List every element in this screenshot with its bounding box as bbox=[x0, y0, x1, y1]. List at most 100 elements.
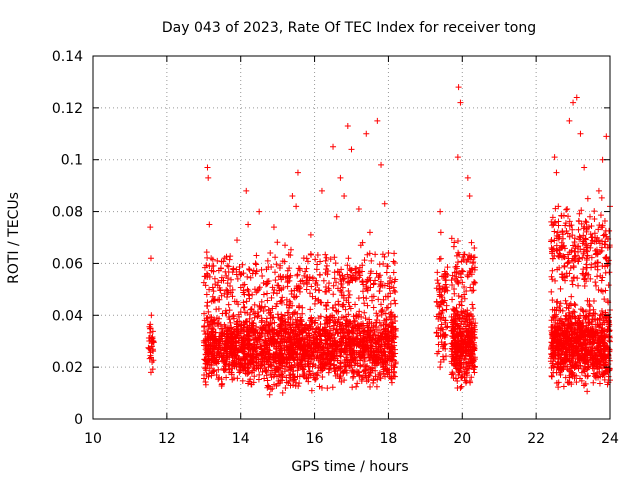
data-point bbox=[470, 305, 477, 312]
data-point bbox=[290, 309, 297, 316]
data-point bbox=[203, 249, 210, 256]
data-point bbox=[455, 84, 462, 91]
data-point bbox=[227, 253, 234, 260]
data-point bbox=[596, 380, 603, 387]
data-point bbox=[385, 250, 392, 257]
data-point bbox=[219, 310, 226, 317]
data-point bbox=[240, 299, 247, 306]
data-point bbox=[585, 372, 592, 379]
data-point bbox=[470, 287, 477, 294]
x-tick-label: 24 bbox=[601, 431, 619, 447]
y-tick-label: 0.1 bbox=[61, 153, 83, 169]
data-point bbox=[296, 265, 303, 272]
data-point bbox=[345, 255, 352, 262]
data-point bbox=[437, 364, 444, 371]
data-point bbox=[282, 384, 289, 391]
data-point bbox=[571, 301, 578, 308]
data-point bbox=[471, 369, 478, 376]
data-point bbox=[204, 164, 211, 171]
data-point bbox=[346, 291, 353, 298]
x-tick-label: 16 bbox=[306, 431, 324, 447]
data-point bbox=[210, 288, 217, 295]
data-point bbox=[310, 374, 317, 381]
data-point bbox=[464, 174, 471, 181]
data-point bbox=[602, 254, 609, 261]
data-point bbox=[437, 229, 444, 236]
data-point bbox=[575, 282, 582, 289]
data-point bbox=[146, 323, 153, 330]
data-point bbox=[387, 300, 394, 307]
data-point bbox=[148, 312, 155, 319]
data-point bbox=[146, 355, 153, 362]
data-point bbox=[287, 272, 294, 279]
data-point bbox=[581, 164, 588, 171]
data-point bbox=[267, 250, 274, 257]
data-point bbox=[444, 264, 451, 271]
data-point bbox=[367, 383, 374, 390]
data-point bbox=[391, 260, 398, 267]
data-point bbox=[308, 387, 315, 394]
data-point bbox=[323, 254, 330, 261]
data-point bbox=[469, 301, 476, 308]
data-point bbox=[448, 277, 455, 284]
data-point bbox=[449, 370, 456, 377]
data-point bbox=[287, 252, 294, 259]
data-point bbox=[318, 187, 325, 194]
x-tick-label: 18 bbox=[380, 431, 398, 447]
data-point bbox=[378, 161, 385, 168]
data-point bbox=[229, 293, 236, 300]
data-point bbox=[568, 293, 575, 300]
data-point bbox=[548, 288, 555, 295]
data-point bbox=[262, 367, 269, 374]
data-point bbox=[147, 224, 154, 231]
data-point bbox=[598, 277, 605, 284]
x-tick-label: 20 bbox=[453, 431, 471, 447]
data-point bbox=[243, 298, 250, 305]
data-point bbox=[450, 243, 457, 250]
data-point bbox=[261, 375, 268, 382]
y-tick-label: 0.06 bbox=[52, 256, 83, 272]
data-point bbox=[320, 277, 327, 284]
data-point bbox=[317, 271, 324, 278]
data-point bbox=[581, 282, 588, 289]
data-point bbox=[557, 285, 564, 292]
data-point bbox=[574, 275, 581, 282]
data-point bbox=[349, 374, 356, 381]
data-point bbox=[311, 300, 318, 307]
data-point bbox=[324, 385, 331, 392]
data-point bbox=[226, 256, 233, 263]
data-point bbox=[330, 291, 337, 298]
data-point bbox=[390, 269, 397, 276]
data-point bbox=[331, 269, 338, 276]
data-point bbox=[362, 315, 369, 322]
data-point bbox=[226, 307, 233, 314]
data-point bbox=[383, 269, 390, 276]
data-point bbox=[214, 257, 221, 264]
data-point bbox=[591, 208, 598, 215]
data-point bbox=[308, 251, 315, 258]
data-point bbox=[560, 383, 567, 390]
data-point bbox=[603, 133, 610, 140]
data-point bbox=[573, 94, 580, 101]
data-point bbox=[274, 239, 281, 246]
data-point bbox=[355, 295, 362, 302]
data-point bbox=[356, 269, 363, 276]
data-point bbox=[555, 218, 562, 225]
data-point bbox=[575, 226, 582, 233]
data-point bbox=[273, 261, 280, 268]
data-point bbox=[391, 297, 398, 304]
data-point bbox=[392, 288, 399, 295]
data-point bbox=[339, 302, 346, 309]
data-point bbox=[437, 255, 444, 262]
data-point bbox=[390, 258, 397, 265]
data-point bbox=[372, 251, 379, 258]
data-point bbox=[590, 379, 597, 386]
data-point bbox=[333, 213, 340, 220]
data-point bbox=[279, 389, 286, 396]
data-point bbox=[566, 117, 573, 124]
data-point bbox=[240, 304, 247, 311]
data-point bbox=[454, 154, 461, 161]
data-point bbox=[303, 255, 310, 262]
x-tick-label: 10 bbox=[84, 431, 102, 447]
data-point bbox=[563, 206, 570, 213]
